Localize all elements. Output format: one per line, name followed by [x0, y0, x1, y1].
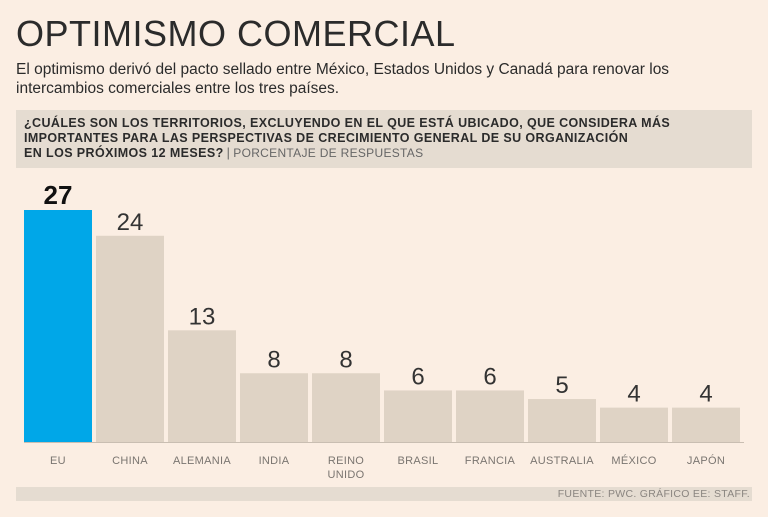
bar-2: [168, 330, 236, 442]
question-separator: |: [226, 146, 231, 160]
bar-4: [312, 373, 380, 442]
source-text: FUENTE: PWC. GRÁFICO EE: STAFF.: [557, 488, 750, 500]
bar-6: [456, 390, 524, 442]
category-label-2: ALEMANIA: [173, 455, 231, 467]
value-label-1: 24: [117, 209, 144, 236]
value-label-9: 4: [699, 381, 712, 408]
bar-1: [96, 235, 164, 442]
bar-7: [528, 399, 596, 442]
bar-chart: 27 EU 24 CHINA 13 ALEMANIA 8 INDIA 8 REINO UNIDO 6 B…: [24, 180, 744, 481]
question-box: ¿CUÁLES SON LOS TERRITORIOS, EXCLUYENDO …: [16, 110, 752, 168]
chart-subtitle: El optimismo derivó del pacto sellado en…: [16, 61, 670, 97]
category-label-6: FRANCIA: [465, 455, 516, 467]
category-label-4-1: UNIDO: [328, 469, 365, 481]
category-label-5: BRASIL: [398, 455, 439, 467]
bar-3: [240, 373, 308, 442]
category-label-4: REINO: [328, 455, 364, 467]
value-label-0: 27: [44, 180, 73, 210]
value-label-7: 5: [555, 372, 568, 399]
question-line-2: IMPORTANTES PARA LAS PERSPECTIVAS DE CRE…: [24, 131, 629, 145]
category-label-0: EU: [50, 455, 66, 467]
bar-0: [24, 210, 92, 442]
question-unit: PORCENTAJE DE RESPUESTAS: [233, 146, 424, 160]
question-line-3: EN LOS PRÓXIMOS 12 MESES?: [24, 146, 224, 160]
category-label-1: CHINA: [112, 455, 148, 467]
value-label-8: 4: [627, 381, 640, 408]
question-line-3-wrap: EN LOS PRÓXIMOS 12 MESES? | PORCENTAJE DE …: [24, 146, 744, 161]
bar-8: [600, 407, 668, 442]
chart-title: OPTIMISMO COMERCIAL: [16, 13, 456, 54]
value-label-6: 6: [483, 363, 496, 390]
source-bar: [16, 487, 752, 501]
value-label-5: 6: [411, 363, 424, 390]
category-label-7: AUSTRALIA: [530, 455, 594, 467]
question-line-1: ¿CUÁLES SON LOS TERRITORIOS, EXCLUYENDO …: [24, 116, 671, 130]
bar-5: [384, 390, 452, 442]
value-label-3: 8: [267, 346, 280, 373]
category-label-3: INDIA: [259, 455, 290, 467]
value-label-2: 13: [189, 303, 216, 330]
category-label-9: JAPÓN: [687, 454, 725, 467]
bar-9: [672, 407, 740, 442]
question-text: ¿CUÁLES SON LOS TERRITORIOS, EXCLUYENDO …: [24, 116, 744, 161]
value-label-4: 8: [339, 346, 352, 373]
category-label-8: MÉXICO: [611, 454, 656, 467]
